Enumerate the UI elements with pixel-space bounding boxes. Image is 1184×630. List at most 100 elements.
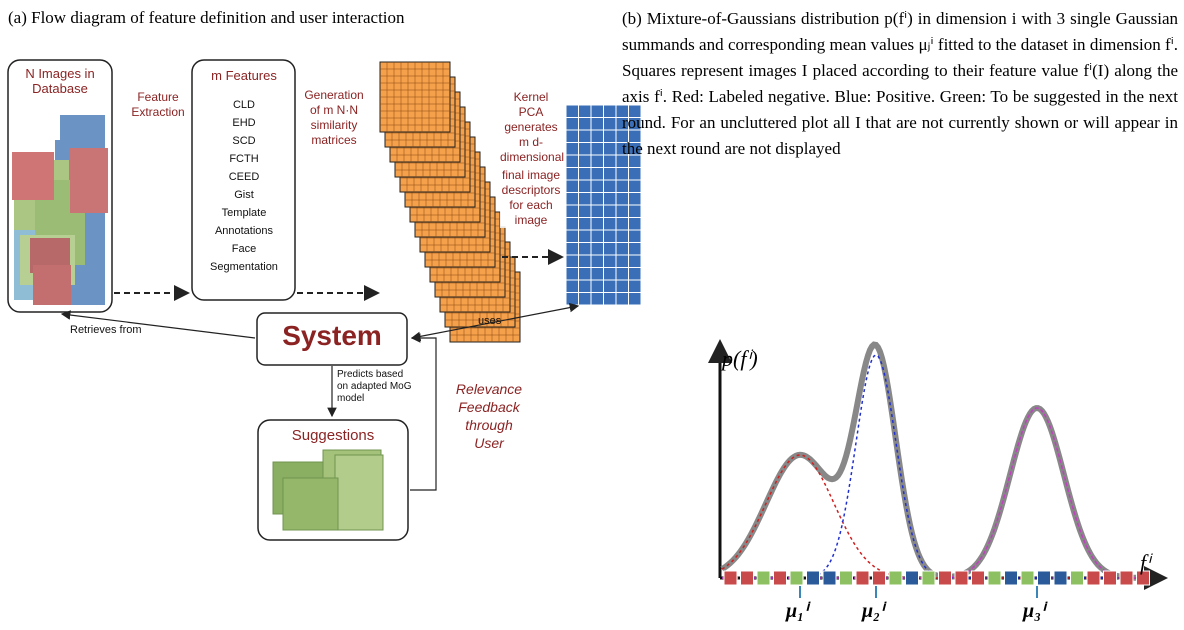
descriptor-cell xyxy=(616,268,629,281)
descriptor-cell xyxy=(604,118,617,131)
edge-label: final image descriptors for each image xyxy=(500,168,562,228)
descriptor-cell xyxy=(566,118,579,131)
mean-label: μ₃ⁱ xyxy=(1023,598,1045,623)
descriptor-cell xyxy=(591,243,604,256)
image-square xyxy=(889,571,902,585)
descriptor-cell xyxy=(566,168,579,181)
descriptor-cell xyxy=(629,280,642,293)
descriptor-cell xyxy=(591,105,604,118)
descriptor-cell xyxy=(579,105,592,118)
y-axis-label: p(fⁱ) xyxy=(722,346,758,372)
descriptor-cell xyxy=(604,180,617,193)
descriptor-cell xyxy=(616,168,629,181)
mean-label: μ₂ⁱ xyxy=(862,598,884,623)
descriptor-cell xyxy=(566,193,579,206)
image-square xyxy=(873,571,886,585)
feature-item: CEED xyxy=(196,168,292,186)
edge-label: Generation of m N·N similarity matrices xyxy=(302,88,366,148)
image-square xyxy=(988,571,1001,585)
descriptor-cell xyxy=(566,130,579,143)
gaussian-curves xyxy=(722,345,1140,578)
descriptor-cell xyxy=(604,255,617,268)
feature-item: Segmentation xyxy=(196,258,292,276)
descriptor-cell xyxy=(566,280,579,293)
descriptor-cell xyxy=(579,268,592,281)
descriptor-cell xyxy=(579,155,592,168)
image-square xyxy=(1120,571,1133,585)
descriptor-cell xyxy=(604,268,617,281)
image-square xyxy=(724,571,737,585)
descriptor-cell xyxy=(591,130,604,143)
descriptor-cell xyxy=(579,243,592,256)
descriptor-cell xyxy=(616,243,629,256)
node-label: Suggestions xyxy=(258,428,408,443)
image-square xyxy=(1104,571,1117,585)
descriptor-cell xyxy=(604,218,617,231)
image-square xyxy=(1054,571,1067,585)
mean-label: μ₁ⁱ xyxy=(786,598,808,623)
descriptor-cell xyxy=(591,168,604,181)
descriptor-cell xyxy=(591,118,604,131)
descriptor-cell xyxy=(629,268,642,281)
feature-item: SCD xyxy=(196,132,292,150)
descriptor-cell xyxy=(616,280,629,293)
mixture-curve xyxy=(722,345,1140,578)
descriptor-cell xyxy=(579,230,592,243)
descriptor-cell xyxy=(616,218,629,231)
image-square xyxy=(1071,571,1084,585)
image-square xyxy=(757,571,770,585)
descriptor-cell xyxy=(629,255,642,268)
image-square xyxy=(774,571,787,585)
descriptor-cell xyxy=(616,255,629,268)
descriptor-cell xyxy=(604,293,617,306)
image-square xyxy=(1038,571,1051,585)
descriptor-cell xyxy=(579,205,592,218)
image-square xyxy=(972,571,985,585)
descriptor-cell xyxy=(629,193,642,206)
descriptor-cell xyxy=(629,168,642,181)
node-label: m Features xyxy=(196,68,292,83)
descriptor-cell xyxy=(629,205,642,218)
descriptor-cell xyxy=(591,205,604,218)
caption: (a) Flow diagram of feature definition a… xyxy=(8,8,405,28)
descriptor-cell xyxy=(591,193,604,206)
descriptor-cell xyxy=(591,155,604,168)
descriptor-cell xyxy=(566,243,579,256)
descriptor-cell xyxy=(566,143,579,156)
descriptor-cell xyxy=(604,205,617,218)
feature-item: EHD xyxy=(196,114,292,132)
descriptor-cell xyxy=(566,255,579,268)
image-square xyxy=(741,571,754,585)
feedback-arrow xyxy=(410,338,436,490)
image-square xyxy=(807,571,820,585)
descriptor-cell xyxy=(566,293,579,306)
node-label: System xyxy=(257,320,407,352)
descriptor-cell xyxy=(579,143,592,156)
descriptor-cell xyxy=(566,180,579,193)
image-square xyxy=(1005,571,1018,585)
descriptor-cell xyxy=(566,105,579,118)
descriptor-cell xyxy=(616,293,629,306)
descriptor-cell xyxy=(604,230,617,243)
edge-label: Relevance Feedback through User xyxy=(450,380,528,452)
image-square xyxy=(1021,571,1034,585)
image-square xyxy=(955,571,968,585)
edge-label: Predicts based on adapted MoG model xyxy=(337,369,417,405)
edge-label: Retrieves from xyxy=(70,323,142,337)
descriptor-cell xyxy=(566,268,579,281)
suggested-thumbnails xyxy=(273,450,383,530)
image-square xyxy=(840,571,853,585)
image-square xyxy=(856,571,869,585)
descriptor-cell xyxy=(616,230,629,243)
descriptor-cell xyxy=(591,268,604,281)
caption: (b) Mixture-of-Gaussians distribution p(… xyxy=(622,6,1178,162)
descriptor-cell xyxy=(579,255,592,268)
image-square xyxy=(1087,571,1100,585)
descriptor-cell xyxy=(579,130,592,143)
descriptor-cell xyxy=(629,218,642,231)
feature-item: Annotations xyxy=(196,222,292,240)
figure: (a) Flow diagram of feature definition a… xyxy=(0,0,1184,630)
descriptor-cell xyxy=(579,118,592,131)
descriptor-cell xyxy=(579,193,592,206)
